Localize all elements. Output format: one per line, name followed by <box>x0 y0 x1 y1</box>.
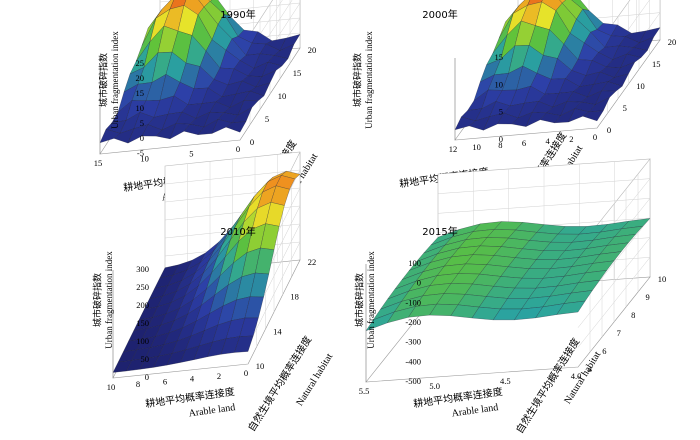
z-axis-label-en: Urban fragmentation index <box>104 251 114 349</box>
x-tick-label: 10 <box>140 153 149 163</box>
z-tick-label: -300 <box>405 337 421 347</box>
chart-title: 1990年 <box>220 8 255 21</box>
x-tick-label: 4.0 <box>571 371 582 381</box>
z-tick-label: -200 <box>405 317 421 327</box>
x-tick-label: 12 <box>449 144 458 154</box>
z-tick-label: 25 <box>136 58 145 68</box>
z-axis-label-cn: 城市破碎指数 <box>354 273 366 327</box>
x-tick-label: 0 <box>236 144 240 154</box>
x-tick-label: 15 <box>94 158 103 168</box>
x-tick-label: 0 <box>593 132 597 142</box>
z-tick-label: 300 <box>136 264 149 274</box>
chart-panel-3: 2010年 300 250 200 150 100 50 0 10 8 6 4 2 0 10 14 18 22 城市… <box>92 151 335 434</box>
y-tick-label: 20 <box>308 45 317 55</box>
z-tick-label: -100 <box>405 297 421 307</box>
z-axis-label-cn: 城市破碎指数 <box>98 53 110 107</box>
y-tick-label: 14 <box>273 326 282 336</box>
x-axis-label-en: Arable land <box>451 402 499 419</box>
z-tick-label: 0 <box>417 278 421 288</box>
z-axis-label-cn: 城市破碎指数 <box>92 273 104 327</box>
x-tick-label: 4 <box>546 136 551 146</box>
y-tick-label: 6 <box>602 346 606 356</box>
surface <box>99 0 301 144</box>
z-axis-label-cn: 城市破碎指数 <box>352 53 364 107</box>
z-tick-label: 50 <box>141 354 150 364</box>
x-tick-label: 8 <box>136 379 140 389</box>
y-tick-label: 4 <box>588 364 593 374</box>
z-tick-label: 15 <box>495 52 504 62</box>
z-tick-label: 250 <box>136 282 149 292</box>
y-tick-label: 15 <box>652 59 661 69</box>
y-tick-label: 0 <box>250 137 254 147</box>
x-tick-label: 5.5 <box>359 386 370 396</box>
surface-facet <box>225 121 247 133</box>
z-tick-label: 0 <box>145 372 149 382</box>
y-tick-label: 15 <box>293 68 302 78</box>
y-tick-label: 0 <box>607 125 611 135</box>
z-tick-label: 15 <box>136 88 145 98</box>
x-tick-label: 10 <box>472 142 481 152</box>
surface-facet <box>208 0 213 2</box>
z-tick-label: 0 <box>140 133 144 143</box>
chart-title: 2000年 <box>422 8 457 21</box>
surface-facet <box>582 110 604 122</box>
z-tick-label: 5 <box>499 107 503 117</box>
z-axis-label-en: Urban fragmentation index <box>366 251 376 349</box>
x-tick-label: 8 <box>498 140 502 150</box>
y-tick-label: 20 <box>668 37 677 47</box>
chart-title: 2010年 <box>220 225 255 238</box>
x-tick-label: 2 <box>569 134 573 144</box>
x-tick-label: 6 <box>163 376 167 386</box>
surface-facet <box>559 0 566 4</box>
y-tick-label: 10 <box>278 91 287 101</box>
surface-facet <box>556 300 586 315</box>
z-tick-label: 200 <box>136 300 149 310</box>
x-tick-label: 4 <box>190 374 195 384</box>
y-tick-label: 18 <box>290 292 299 302</box>
z-tick-label: 10 <box>136 103 145 113</box>
z-tick-label: -500 <box>405 376 421 386</box>
y-tick-label: 7 <box>617 328 621 338</box>
x-tick-label: 5.0 <box>429 381 440 391</box>
surface-facet <box>234 335 254 353</box>
x-tick-label: 5 <box>189 149 193 159</box>
x-tick-label: 10 <box>107 382 116 392</box>
x-tick-label: 2 <box>217 371 221 381</box>
z-tick-label: 100 <box>136 336 149 346</box>
y-tick-label: 22 <box>308 257 317 267</box>
z-tick-label: 0 <box>499 134 503 144</box>
y-tick-label: 9 <box>645 292 649 302</box>
z-tick-label: 100 <box>408 258 421 268</box>
z-tick-label: 20 <box>136 73 145 83</box>
x-tick-label: 6 <box>522 138 526 148</box>
z-tick-label: 150 <box>136 318 149 328</box>
y-tick-label: 10 <box>636 81 645 91</box>
z-axis-label-en: Urban fragmentation index <box>110 31 120 129</box>
chart-panel-4: 2015年 100 0 -100 -200 -300 -400 -500 5.5 5.0 4.5 4.… <box>354 158 667 436</box>
x-tick-label: 0 <box>244 368 248 378</box>
z-tick-label: 5 <box>140 118 144 128</box>
z-tick-label: -400 <box>405 356 421 366</box>
z-tick-label: -5 <box>137 148 144 158</box>
x-axis-label-en: Arable land <box>188 402 236 419</box>
z-axis-label-en: Urban fragmentation index <box>364 31 374 129</box>
y-tick-label: 5 <box>265 114 269 124</box>
y-tick-label: 5 <box>623 103 627 113</box>
chart-title: 2015年 <box>422 225 457 238</box>
z-tick-label: 10 <box>495 79 504 89</box>
x-tick-label: 4.5 <box>500 376 511 386</box>
surface <box>454 0 661 131</box>
surface <box>112 170 301 373</box>
y-tick-label: 10 <box>658 274 667 284</box>
y-tick-label: 10 <box>256 361 265 371</box>
y-tick-label: 8 <box>631 310 635 320</box>
surface <box>365 218 651 332</box>
